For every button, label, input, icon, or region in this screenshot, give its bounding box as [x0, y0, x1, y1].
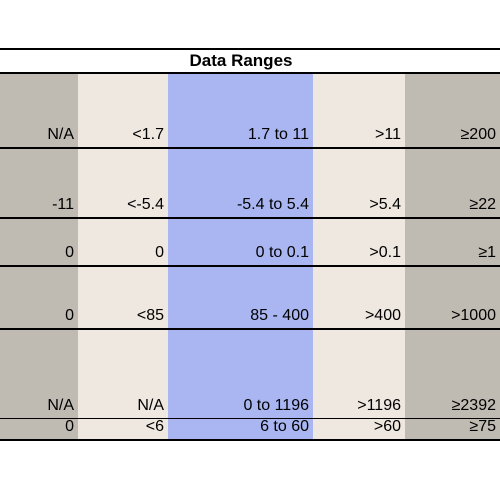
table-cell[interactable]: -5.4 to 5.4: [168, 149, 313, 217]
table-cell[interactable]: ≥22: [405, 149, 500, 217]
table-row: N/A N/A 0 to 1196 >1196 ≥2392: [0, 330, 500, 419]
table-cell[interactable]: ≥2392: [405, 330, 500, 418]
table-cell[interactable]: <6: [78, 418, 168, 439]
table-cell[interactable]: 0: [0, 267, 78, 328]
data-ranges-table: N/A <1.7 1.7 to 11 >11 ≥200 -11 <-5.4 -5…: [0, 74, 500, 441]
table-cell[interactable]: >0.1: [313, 219, 405, 265]
table-row: -11 <-5.4 -5.4 to 5.4 >5.4 ≥22: [0, 149, 500, 219]
table-cell[interactable]: <1.7: [78, 74, 168, 147]
table-cell[interactable]: N/A: [0, 330, 78, 418]
table-cell[interactable]: >60: [313, 418, 405, 439]
table-row: N/A <1.7 1.7 to 11 >11 ≥200: [0, 74, 500, 149]
table-cell[interactable]: <85: [78, 267, 168, 328]
table-row: 0 <85 85 - 400 >400 >1000: [0, 267, 500, 330]
table-cell[interactable]: 0: [0, 418, 78, 439]
table-cell[interactable]: 0: [0, 219, 78, 265]
table-cell[interactable]: -11: [0, 149, 78, 217]
table-cell[interactable]: N/A: [0, 74, 78, 147]
table-cell[interactable]: >400: [313, 267, 405, 328]
table-cell[interactable]: 85 - 400: [168, 267, 313, 328]
table-cell[interactable]: N/A: [78, 330, 168, 418]
table-cell[interactable]: ≥1: [405, 219, 500, 265]
table-cell[interactable]: 6 to 60: [168, 418, 313, 439]
table-cell[interactable]: >1000: [405, 267, 500, 328]
table-row: 0 <6 6 to 60 >60 ≥75: [0, 418, 500, 441]
table-cell[interactable]: <-5.4: [78, 149, 168, 217]
table-cell[interactable]: >5.4: [313, 149, 405, 217]
table-cell[interactable]: ≥75: [405, 418, 500, 439]
table-row: 0 0 0 to 0.1 >0.1 ≥1: [0, 219, 500, 267]
table-cell[interactable]: 0 to 0.1: [168, 219, 313, 265]
table-cell[interactable]: 1.7 to 11: [168, 74, 313, 147]
table-title: Data Ranges: [189, 51, 293, 70]
table-cell[interactable]: 0: [78, 219, 168, 265]
table-cell[interactable]: ≥200: [405, 74, 500, 147]
table-cell[interactable]: >1196: [313, 330, 405, 418]
table-cell[interactable]: >11: [313, 74, 405, 147]
table-title-bar: Data Ranges: [0, 48, 500, 74]
table-cell[interactable]: 0 to 1196: [168, 330, 313, 418]
